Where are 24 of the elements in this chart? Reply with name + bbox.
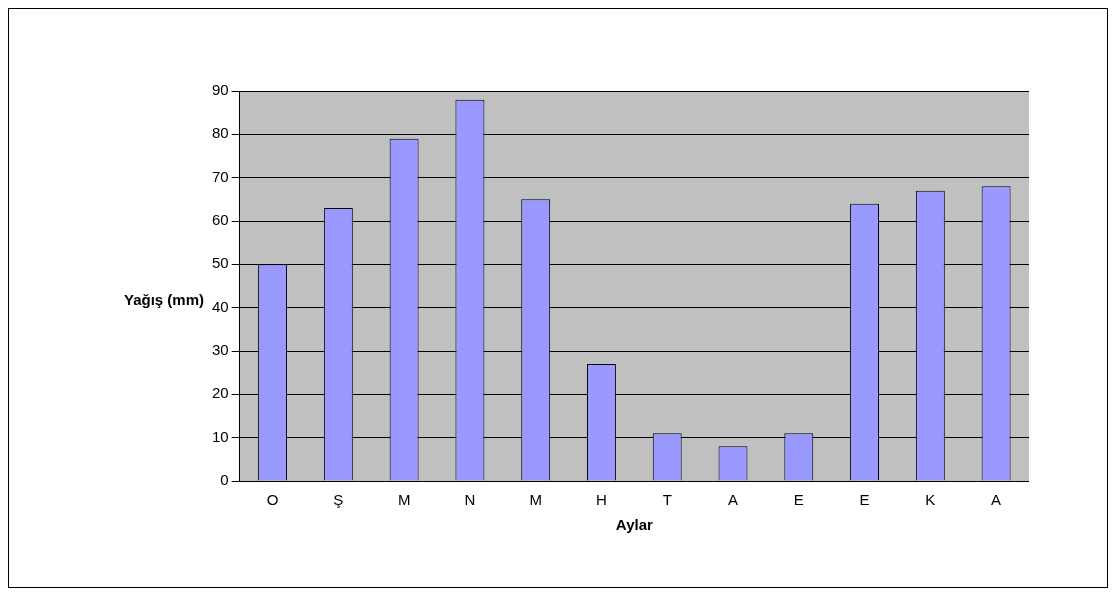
x-tick-label: E [793,491,804,509]
x-tick-label: H [596,491,607,509]
y-axis-title: Yağış (mm) [124,291,205,308]
x-tick-label: M [529,491,542,509]
y-tick-label: 30 [212,341,229,359]
x-tick-label: A [728,491,739,509]
y-tick-label: 70 [212,167,229,185]
x-tick-label: Ş [333,491,344,509]
y-tick-label: 10 [212,427,229,445]
y-tick-label: 20 [212,384,229,402]
x-tick-label: T [662,491,672,509]
y-tick-label: 80 [212,124,229,142]
x-tick-label: A [991,491,1002,509]
x-tick-label: M [397,491,411,509]
x-tick-label: K [925,491,936,509]
x-tick-label: E [859,491,870,509]
y-tick-label: 0 [220,471,229,489]
y-tick-label: 60 [212,211,229,229]
x-tick-label: O [266,491,279,509]
x-axis-title: Aylar [615,516,653,534]
y-tick-label: 40 [212,297,229,315]
y-tick-label: 90 [212,81,229,99]
y-tick-label: 50 [212,254,229,272]
x-tick-label: N [464,491,476,509]
